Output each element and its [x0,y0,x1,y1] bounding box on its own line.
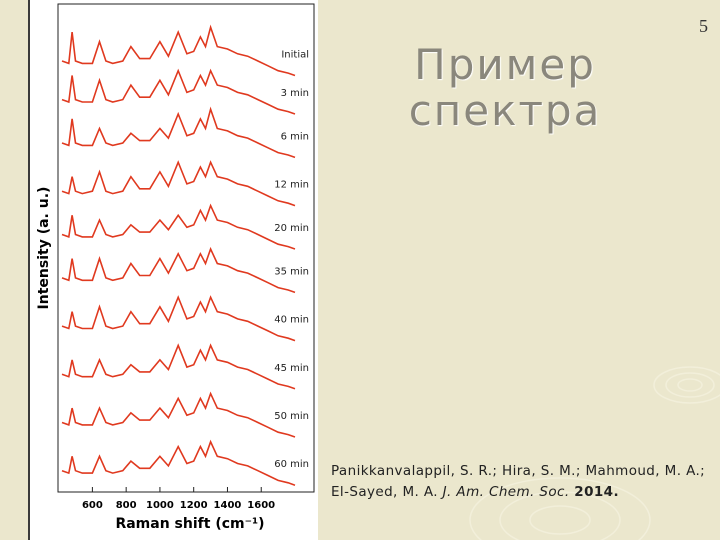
series-label: 45 min [274,363,309,374]
series-label: Initial [281,49,309,60]
spectrum-line [61,24,296,77]
spectrum-line [61,160,296,207]
slide-number: 5 [699,16,708,36]
series-label: 35 min [274,266,309,277]
series-label: 3 min [281,88,309,99]
series-label: 12 min [274,180,309,191]
spectrum-line [61,439,296,486]
year: 2014. [574,484,619,500]
spectrum-line [61,203,296,250]
journal: J. Am. Chem. Soc. [442,484,570,500]
series-label: 60 min [274,459,309,470]
series-label: 20 min [274,223,309,234]
x-tick-label: 800 [116,500,137,511]
spectrum-line [61,246,296,294]
spectrum-line [61,295,296,342]
citation: Panikkanvalappil, S. R.; Hira, S. M.; Ma… [331,461,716,503]
series-label: 6 min [281,131,309,142]
x-tick-label: 1600 [247,500,275,511]
authors: Panikkanvalappil, S. R.; Hira, S. M.; Ma… [331,463,706,500]
slide-title: Пример спектра [400,42,610,134]
spectrum-line [61,68,296,115]
figure: Raman shift (cm⁻¹) Intensity (a. u.) 600… [30,0,318,540]
spectrum-line [61,343,296,390]
x-axis-label: Raman shift (cm⁻¹) [115,516,264,532]
title-line: спектра [408,86,602,135]
plot-frame [57,3,315,493]
series-label: 50 min [274,411,309,422]
series-label: 40 min [274,315,309,326]
spectrum-line [61,391,296,438]
x-tick-label: 1400 [214,500,242,511]
x-tick-label: 600 [82,500,103,511]
y-axis-label: Intensity (a. u.) [36,187,52,310]
x-tick-label: 1000 [146,500,174,511]
title-line: Пример [414,40,596,89]
spectrum-line [61,106,296,159]
x-tick-label: 1200 [180,500,208,511]
